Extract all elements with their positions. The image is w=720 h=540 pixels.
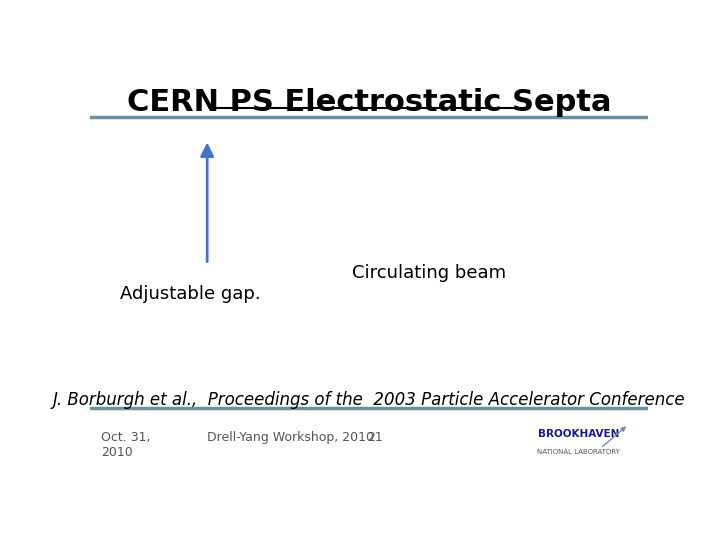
Text: BROOKHAVEN: BROOKHAVEN	[538, 429, 619, 438]
Text: NATIONAL LABORATORY: NATIONAL LABORATORY	[537, 449, 620, 455]
Text: Drell-Yang Workshop, 2010: Drell-Yang Workshop, 2010	[207, 431, 374, 444]
Text: Adjustable gap.: Adjustable gap.	[120, 285, 261, 303]
Text: J. Borburgh et al.,  Proceedings of the  2003 Particle Accelerator Conference: J. Borburgh et al., Proceedings of the 2…	[53, 391, 685, 409]
Text: CERN PS Electrostatic Septa: CERN PS Electrostatic Septa	[127, 87, 611, 117]
Text: 21: 21	[366, 431, 382, 444]
Text: Circulating beam: Circulating beam	[352, 265, 506, 282]
Text: Oct. 31,
2010: Oct. 31, 2010	[101, 431, 150, 458]
